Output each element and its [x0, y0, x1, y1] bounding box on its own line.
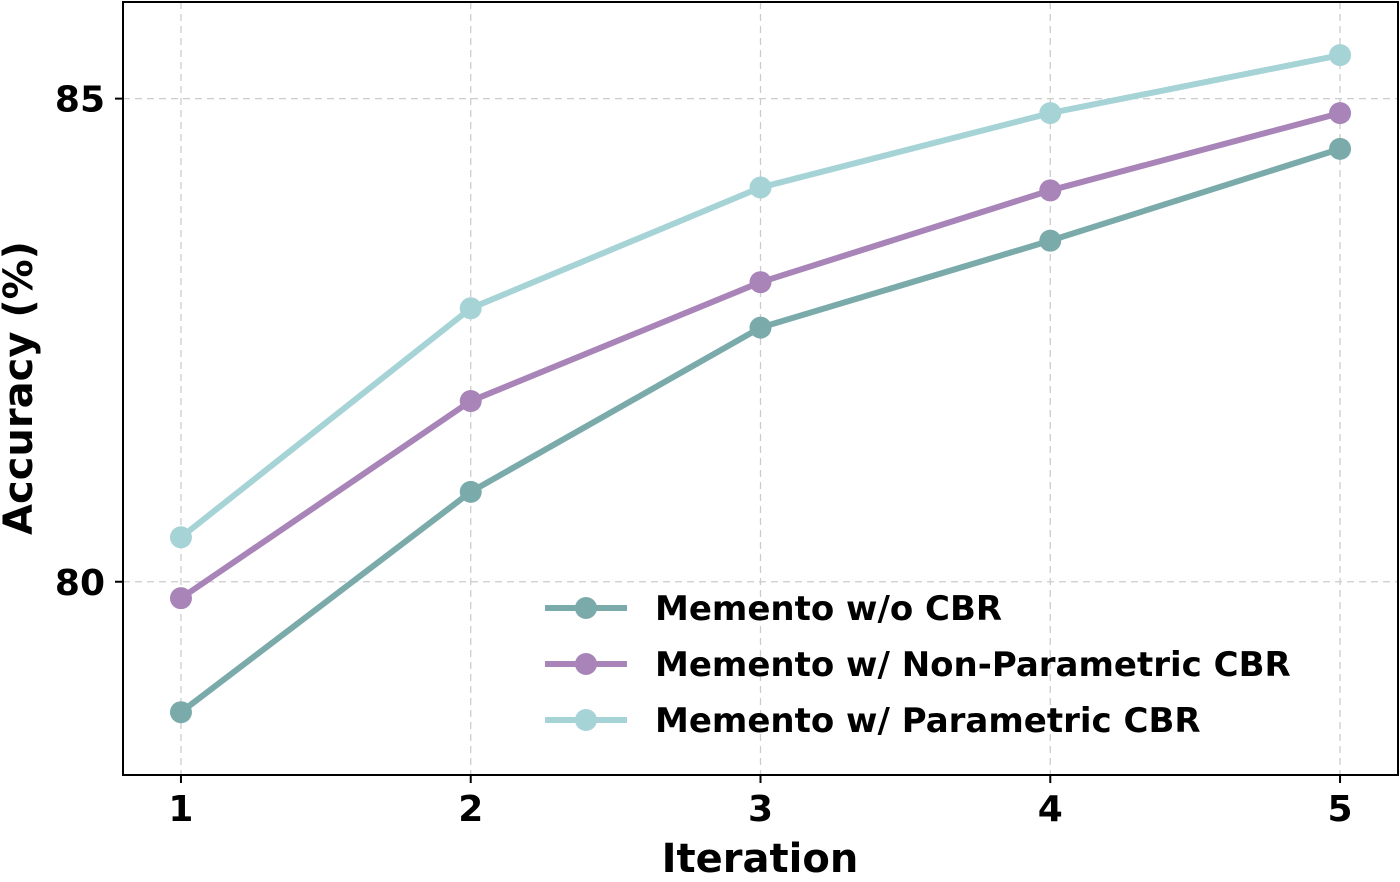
- data-point: [749, 316, 772, 339]
- x-axis-title: Iteration: [662, 836, 859, 882]
- x-tick-label: 5: [1328, 789, 1353, 830]
- y-tick-label: 85: [55, 80, 105, 121]
- data-point: [1039, 229, 1062, 252]
- data-point: [749, 176, 772, 199]
- data-point: [459, 480, 482, 503]
- data-point: [169, 587, 192, 610]
- data-point: [1329, 137, 1352, 160]
- data-point: [1039, 102, 1062, 125]
- legend-label: Memento w/ Parametric CBR: [655, 701, 1201, 741]
- legend-item: Memento w/ Parametric CBR: [545, 701, 1201, 741]
- legend-label: Memento w/ Non-Parametric CBR: [655, 645, 1291, 685]
- grid-lines: [123, 2, 1398, 775]
- data-point: [459, 297, 482, 320]
- legend-marker: [575, 709, 597, 731]
- series-group: [169, 44, 1352, 549]
- data-point: [1039, 179, 1062, 202]
- data-point: [169, 526, 192, 549]
- x-tick-label: 3: [748, 789, 773, 830]
- y-tick-label: 80: [55, 563, 105, 604]
- x-tick-label: 2: [458, 789, 483, 830]
- series-lines: [169, 44, 1352, 724]
- data-point: [169, 701, 192, 724]
- data-point: [1329, 44, 1352, 67]
- legend-marker: [575, 653, 597, 675]
- data-point: [459, 390, 482, 413]
- axis-ticks: 1 2 3 4 5 80 85: [55, 80, 1353, 830]
- legend-item: Memento w/o CBR: [545, 589, 1002, 629]
- legend-item: Memento w/ Non-Parametric CBR: [545, 645, 1291, 685]
- data-point: [749, 271, 772, 294]
- legend-label: Memento w/o CBR: [655, 589, 1002, 629]
- x-tick-label: 1: [168, 789, 193, 830]
- series-group: [169, 137, 1352, 724]
- legend-marker: [575, 597, 597, 619]
- x-tick-label: 4: [1038, 789, 1063, 830]
- legend: Memento w/o CBR Memento w/ Non-Parametric…: [545, 589, 1291, 741]
- data-point: [1329, 102, 1352, 125]
- series-group: [169, 102, 1352, 610]
- y-axis-title: Accuracy (%): [0, 241, 42, 535]
